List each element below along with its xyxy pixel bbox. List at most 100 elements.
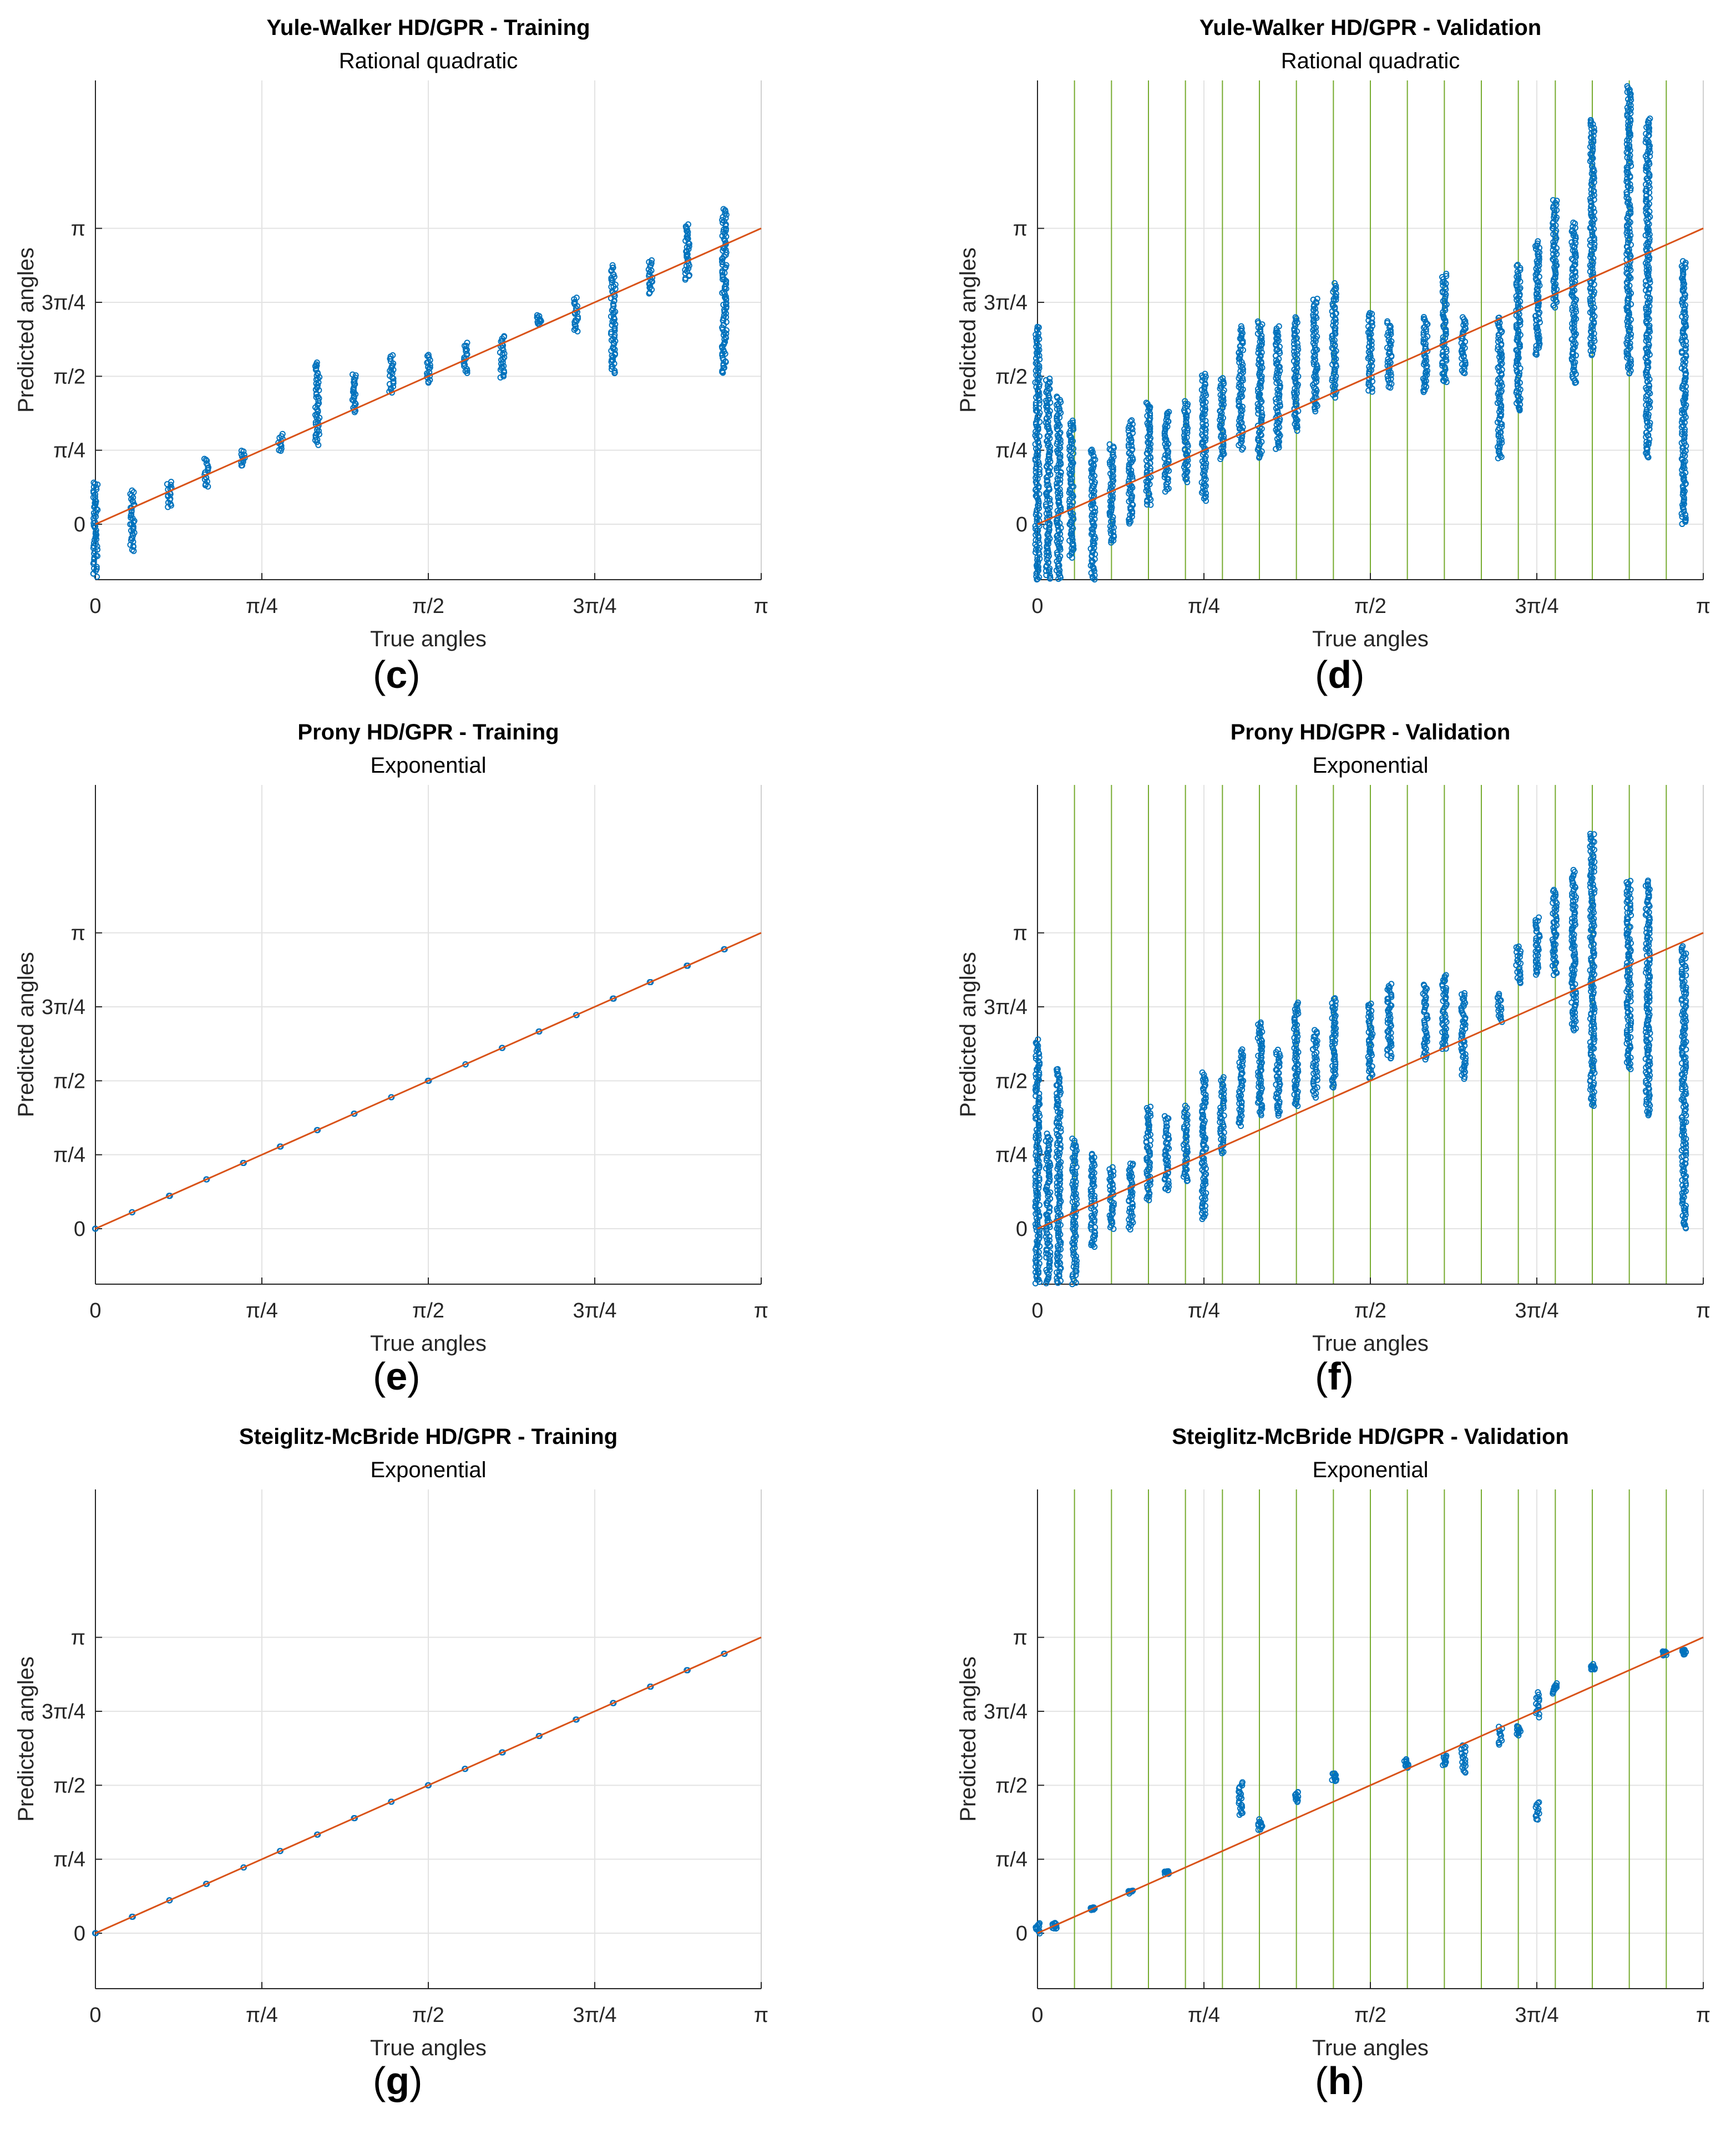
- data-point: [1217, 1113, 1224, 1120]
- data-point: [1421, 381, 1428, 388]
- x-tick-label: 3π/4: [573, 1299, 616, 1322]
- data-point: [1290, 341, 1297, 347]
- data-point: [722, 294, 728, 301]
- data-point: [1163, 1123, 1170, 1129]
- x-tick-label: π: [1696, 1299, 1710, 1322]
- data-point: [1550, 197, 1556, 204]
- data-point: [1314, 296, 1320, 302]
- data-point: [1420, 316, 1427, 322]
- data-point: [719, 261, 726, 268]
- data-point: [1571, 262, 1578, 268]
- y-axis-label: Predicted angles: [956, 952, 980, 1117]
- data-point: [1682, 515, 1689, 521]
- data-point: [1384, 332, 1391, 339]
- y-tick-label: π: [71, 217, 85, 241]
- data-point: [1497, 396, 1504, 403]
- data-point: [1646, 382, 1652, 388]
- data-point: [389, 352, 396, 358]
- data-point: [1071, 1245, 1078, 1251]
- data-point: [608, 329, 615, 336]
- data-point: [1443, 273, 1450, 280]
- data-point: [239, 462, 246, 469]
- data-point: [1623, 354, 1630, 361]
- data-point: [1571, 362, 1577, 369]
- y-tick-label: π: [71, 922, 85, 945]
- data-point: [1516, 372, 1522, 379]
- x-tick-label: 0: [1031, 1299, 1043, 1322]
- data-point: [1072, 1272, 1079, 1279]
- data-point: [1143, 1104, 1150, 1111]
- data-point: [1035, 1196, 1041, 1203]
- data-point: [534, 312, 540, 318]
- data-point: [1034, 361, 1041, 368]
- data-point: [1647, 115, 1653, 122]
- data-point: [1202, 425, 1208, 432]
- data-point: [1495, 389, 1502, 396]
- data-point: [129, 546, 135, 553]
- data-point: [1239, 445, 1246, 452]
- data-point: [1089, 1168, 1096, 1175]
- data-point: [1126, 422, 1133, 429]
- data-point: [1679, 286, 1686, 293]
- data-point: [723, 281, 730, 287]
- data-point: [1144, 401, 1151, 407]
- data-point: [1056, 458, 1063, 465]
- data-point: [1646, 385, 1652, 392]
- data-point: [1238, 382, 1244, 389]
- data-point: [1087, 1224, 1094, 1231]
- y-tick-label: π/4: [995, 439, 1028, 463]
- data-point: [1161, 455, 1168, 462]
- data-point: [313, 405, 320, 412]
- data-point: [1042, 377, 1049, 383]
- data-point: [1069, 466, 1075, 473]
- data-point: [1680, 486, 1687, 493]
- y-tick-label: π/2: [995, 1069, 1028, 1093]
- data-point: [1369, 323, 1375, 330]
- data-point: [424, 353, 431, 359]
- data-point: [1627, 205, 1633, 211]
- data-point: [1182, 461, 1188, 468]
- data-point: [90, 479, 97, 486]
- y-axis-label: Predicted angles: [14, 247, 38, 413]
- data-point: [1441, 297, 1448, 304]
- data-point: [1496, 378, 1503, 384]
- data-point: [1682, 295, 1688, 301]
- data-point: [1647, 419, 1653, 426]
- data-point: [1069, 1165, 1076, 1172]
- data-point: [1643, 165, 1649, 171]
- data-point: [1310, 296, 1317, 303]
- data-point: [1332, 280, 1338, 286]
- data-point: [1199, 1121, 1206, 1128]
- data-point: [1517, 285, 1524, 291]
- data-point: [1495, 376, 1502, 383]
- data-point: [1499, 423, 1505, 430]
- data-point: [1277, 382, 1283, 389]
- data-point: [1056, 1268, 1063, 1275]
- data-point: [1237, 346, 1244, 353]
- data-point: [1643, 418, 1650, 424]
- data-point: [1551, 206, 1558, 213]
- data-point: [1035, 1121, 1042, 1128]
- data-point: [1552, 273, 1558, 280]
- data-point: [1034, 323, 1041, 330]
- data-point: [1181, 1126, 1187, 1132]
- data-point: [1145, 1119, 1152, 1126]
- data-point: [1626, 254, 1633, 261]
- data-point: [1163, 1126, 1170, 1133]
- data-point: [1070, 514, 1076, 521]
- panel-letter: d: [1328, 653, 1352, 696]
- panel-label: (e): [373, 1355, 421, 1398]
- data-point: [1679, 302, 1686, 309]
- data-point: [1054, 1269, 1060, 1276]
- data-point: [1514, 262, 1520, 269]
- data-point: [352, 372, 359, 379]
- data-point: [93, 484, 99, 491]
- data-point: [1682, 376, 1688, 383]
- data-point: [1166, 409, 1172, 415]
- data-point: [1570, 219, 1577, 226]
- data-point: [1129, 1204, 1136, 1210]
- data-point: [1033, 525, 1039, 532]
- data-point: [1183, 422, 1190, 428]
- data-point: [1258, 338, 1265, 345]
